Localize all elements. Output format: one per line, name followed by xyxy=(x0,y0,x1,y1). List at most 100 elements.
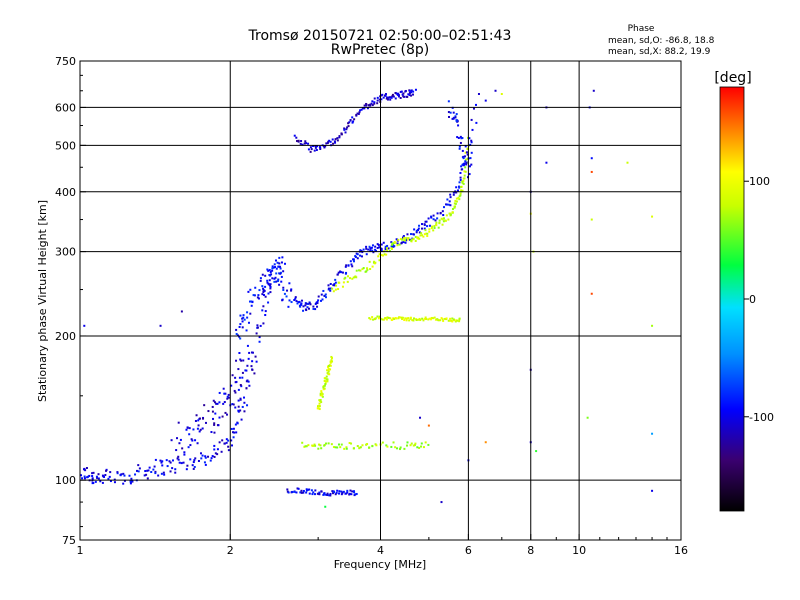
data-point xyxy=(307,148,310,151)
data-point xyxy=(314,308,317,311)
data-point xyxy=(441,318,444,321)
data-point xyxy=(309,146,312,149)
data-point xyxy=(227,439,230,442)
data-point xyxy=(266,268,269,271)
data-point xyxy=(293,134,296,137)
data-point xyxy=(391,95,394,98)
data-point xyxy=(333,491,336,494)
data-point xyxy=(222,402,225,405)
data-point xyxy=(293,299,296,302)
data-point xyxy=(462,157,465,160)
data-point xyxy=(420,445,423,448)
data-point xyxy=(439,319,442,322)
data-point xyxy=(198,417,201,420)
x-axis-ticks: 1 2 4 6 8 10 16 xyxy=(77,534,688,557)
data-point xyxy=(457,137,460,140)
data-point xyxy=(329,282,332,285)
data-point xyxy=(247,380,250,383)
data-point xyxy=(262,291,265,294)
data-point xyxy=(359,109,362,112)
data-point xyxy=(280,275,283,278)
data-point xyxy=(300,303,303,306)
data-point xyxy=(315,149,318,152)
data-point xyxy=(359,269,362,272)
data-point xyxy=(448,200,451,203)
data-point xyxy=(418,237,421,240)
data-point xyxy=(105,468,108,471)
data-point xyxy=(426,232,429,235)
data-point xyxy=(129,480,132,483)
data-point xyxy=(470,118,473,121)
data-point xyxy=(268,279,271,282)
data-point xyxy=(354,493,357,496)
data-point xyxy=(651,489,654,492)
data-point xyxy=(413,228,416,231)
data-point xyxy=(197,419,200,422)
data-point xyxy=(367,248,370,251)
data-point xyxy=(192,428,195,431)
data-point xyxy=(322,385,325,388)
data-point xyxy=(388,249,391,252)
data-point xyxy=(218,401,221,404)
y-tick-label: 300 xyxy=(55,246,76,259)
data-point xyxy=(404,237,407,240)
data-point xyxy=(466,157,469,160)
data-point xyxy=(415,231,418,234)
data-point xyxy=(396,244,399,247)
data-point xyxy=(307,307,310,310)
data-point xyxy=(251,360,254,363)
data-point xyxy=(470,151,473,154)
data-point xyxy=(343,127,346,130)
data-point xyxy=(344,131,347,134)
data-point xyxy=(272,266,275,269)
data-point xyxy=(129,482,132,485)
data-point xyxy=(178,442,181,445)
data-point xyxy=(257,297,260,300)
data-point xyxy=(271,267,274,270)
data-point xyxy=(221,415,224,418)
data-point xyxy=(243,318,246,321)
data-point xyxy=(223,392,226,395)
data-point xyxy=(385,318,388,321)
data-point xyxy=(239,398,242,401)
data-point xyxy=(433,316,436,319)
data-point xyxy=(457,196,460,199)
data-point xyxy=(345,446,348,449)
data-point xyxy=(381,254,384,257)
data-point xyxy=(475,121,478,124)
data-point xyxy=(275,280,278,283)
data-point xyxy=(455,197,458,200)
data-point xyxy=(212,399,215,402)
data-point xyxy=(199,428,202,431)
data-point xyxy=(95,475,98,478)
data-point xyxy=(453,202,456,205)
data-point xyxy=(319,299,322,302)
data-point xyxy=(326,494,329,497)
data-point xyxy=(214,412,217,415)
data-point xyxy=(266,281,269,284)
data-point xyxy=(461,137,464,140)
data-point xyxy=(376,102,379,105)
data-point xyxy=(446,198,449,201)
data-point xyxy=(462,155,465,158)
data-point xyxy=(435,224,438,227)
data-point xyxy=(319,444,322,447)
data-point xyxy=(376,99,379,102)
data-point xyxy=(204,421,207,424)
data-point xyxy=(116,471,119,474)
data-point xyxy=(451,320,454,323)
data-point xyxy=(405,239,408,242)
data-point xyxy=(312,145,315,148)
data-point xyxy=(320,293,323,296)
data-point xyxy=(465,163,468,166)
data-point xyxy=(361,268,364,271)
data-point xyxy=(348,492,351,495)
data-point xyxy=(458,186,461,189)
data-point xyxy=(334,141,337,144)
x-tick-label: 4 xyxy=(377,544,384,557)
data-point xyxy=(358,111,361,114)
data-point xyxy=(451,211,454,214)
data-point xyxy=(308,488,311,491)
data-point xyxy=(204,456,207,459)
data-point xyxy=(159,459,162,462)
